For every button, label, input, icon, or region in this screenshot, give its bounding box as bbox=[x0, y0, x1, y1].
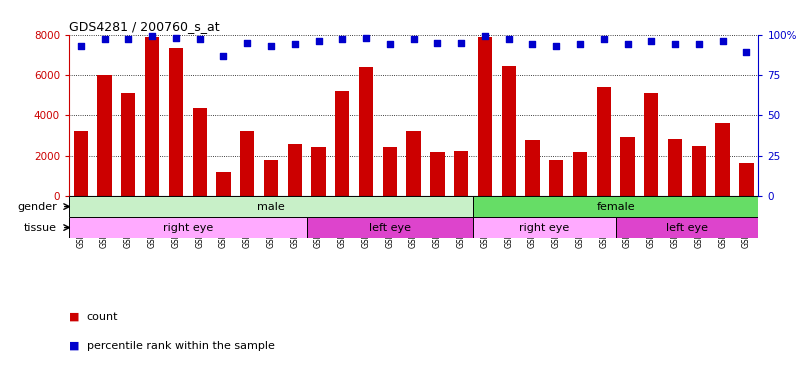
Point bbox=[716, 38, 729, 44]
Text: right eye: right eye bbox=[163, 223, 213, 233]
Bar bbox=[740, 163, 753, 196]
Text: ■: ■ bbox=[69, 341, 79, 351]
Bar bbox=[288, 144, 302, 196]
Point bbox=[597, 36, 610, 43]
Bar bbox=[121, 93, 135, 196]
Point bbox=[693, 41, 706, 47]
Bar bbox=[692, 146, 706, 196]
Bar bbox=[473, 196, 758, 217]
Bar bbox=[431, 152, 444, 196]
Text: tissue: tissue bbox=[24, 223, 57, 233]
Point bbox=[645, 38, 658, 44]
Point bbox=[264, 43, 277, 49]
Point bbox=[122, 36, 135, 43]
Text: count: count bbox=[87, 312, 118, 322]
Bar bbox=[501, 66, 516, 196]
Bar bbox=[307, 217, 473, 238]
Point bbox=[668, 41, 681, 47]
Bar bbox=[74, 131, 88, 196]
Bar bbox=[616, 217, 758, 238]
Bar bbox=[644, 93, 659, 196]
Bar bbox=[311, 147, 326, 196]
Point bbox=[455, 40, 468, 46]
Bar bbox=[145, 36, 159, 196]
Point bbox=[407, 36, 420, 43]
Bar bbox=[359, 67, 373, 196]
Text: percentile rank within the sample: percentile rank within the sample bbox=[87, 341, 275, 351]
Bar bbox=[383, 147, 397, 196]
Text: ■: ■ bbox=[69, 312, 79, 322]
Point bbox=[550, 43, 563, 49]
Text: left eye: left eye bbox=[666, 223, 708, 233]
Point bbox=[621, 41, 634, 47]
Point bbox=[478, 33, 491, 39]
Point bbox=[241, 40, 254, 46]
Bar bbox=[406, 131, 421, 196]
Bar bbox=[478, 36, 492, 196]
Point bbox=[336, 36, 349, 43]
Bar bbox=[240, 131, 255, 196]
Text: right eye: right eye bbox=[519, 223, 569, 233]
Text: GDS4281 / 200760_s_at: GDS4281 / 200760_s_at bbox=[69, 20, 220, 33]
Bar bbox=[620, 137, 635, 196]
Bar bbox=[335, 91, 350, 196]
Point bbox=[502, 36, 515, 43]
Text: gender: gender bbox=[17, 202, 57, 212]
Point bbox=[740, 49, 753, 55]
Text: female: female bbox=[596, 202, 635, 212]
Point bbox=[193, 36, 206, 43]
Point bbox=[169, 35, 182, 41]
Bar bbox=[597, 87, 611, 196]
Bar bbox=[473, 217, 616, 238]
Bar bbox=[264, 160, 278, 196]
Point bbox=[146, 33, 159, 39]
Bar bbox=[526, 139, 539, 196]
Bar bbox=[454, 151, 468, 196]
Point bbox=[217, 53, 230, 59]
Text: left eye: left eye bbox=[369, 223, 411, 233]
Point bbox=[359, 35, 372, 41]
Point bbox=[288, 41, 301, 47]
Point bbox=[526, 41, 539, 47]
Point bbox=[431, 40, 444, 46]
Bar bbox=[668, 139, 682, 196]
Bar bbox=[69, 217, 307, 238]
Point bbox=[312, 38, 325, 44]
Bar bbox=[192, 108, 207, 196]
Point bbox=[384, 41, 397, 47]
Bar bbox=[715, 123, 730, 196]
Bar bbox=[69, 196, 473, 217]
Bar bbox=[169, 48, 183, 196]
Bar bbox=[217, 172, 230, 196]
Bar bbox=[97, 75, 112, 196]
Point bbox=[573, 41, 586, 47]
Point bbox=[98, 36, 111, 43]
Point bbox=[75, 43, 88, 49]
Bar bbox=[573, 152, 587, 196]
Text: male: male bbox=[257, 202, 285, 212]
Bar bbox=[549, 160, 564, 196]
